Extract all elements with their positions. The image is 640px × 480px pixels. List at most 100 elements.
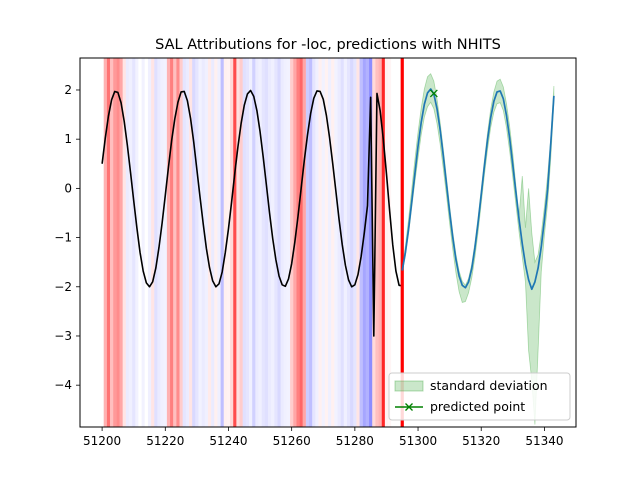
- attribution-band: [252, 58, 256, 427]
- legend-std-label: standard deviation: [430, 378, 548, 393]
- x-tick-label: 51220: [146, 434, 184, 448]
- attribution-band: [299, 58, 303, 427]
- attribution-band: [324, 58, 328, 427]
- line-layer: [101, 58, 555, 427]
- attribution-band: [334, 58, 338, 427]
- attribution-band: [384, 58, 389, 427]
- attribution-band: [147, 58, 152, 427]
- attribution-band: [258, 58, 262, 427]
- attribution-band: [309, 58, 313, 427]
- plot-frame: [79, 57, 577, 428]
- attribution-band: [245, 58, 250, 427]
- legend-point-marker: [405, 403, 413, 411]
- y-tick-label: −1: [54, 231, 72, 245]
- predicted-point-marker: [429, 89, 438, 98]
- attribution-band: [318, 58, 322, 427]
- attribution-band: [179, 58, 183, 427]
- y-tick-label: −3: [54, 329, 72, 343]
- attribution-band: [388, 58, 392, 427]
- attribution-band: [207, 58, 212, 427]
- axes-layer: 51200 51220 51240 51260 51280 51300 51320 51340…: [54, 57, 577, 448]
- attribution-band: [135, 58, 139, 427]
- y-tick-label: 2: [64, 83, 72, 97]
- attribution-band: [151, 58, 155, 427]
- attribution-band: [255, 58, 259, 427]
- x-tick-label: 51260: [273, 434, 311, 448]
- chart-title: SAL Attributions for -loc, predictions w…: [155, 37, 501, 53]
- y-tick-label: 1: [64, 132, 72, 146]
- x-tick-label: 51200: [83, 434, 121, 448]
- attribution-band: [305, 58, 310, 427]
- attribution-band: [312, 58, 316, 427]
- attribution-band: [249, 58, 253, 427]
- attribution-band: [233, 58, 237, 427]
- std-band-layer: [401, 73, 555, 425]
- attribution-band: [277, 58, 281, 427]
- attribution-band: [290, 58, 294, 427]
- attribution-band: [337, 58, 341, 427]
- attribution-band: [122, 58, 126, 427]
- y-tick-label: 0: [64, 181, 72, 195]
- predicted-mean-line: [401, 88, 555, 291]
- history-line: [101, 89, 403, 337]
- legend-marker-stroke: [405, 403, 413, 411]
- attribution-band: [343, 58, 347, 427]
- attribution-band: [328, 58, 332, 427]
- attribution-band: [372, 58, 376, 427]
- attribution-band: [188, 58, 193, 427]
- attribution-band: [154, 58, 158, 427]
- attribution-band: [350, 58, 354, 427]
- attribution-band: [226, 58, 231, 427]
- attribution-band: [230, 58, 234, 427]
- attribution-band: [274, 58, 278, 427]
- attribution-band: [201, 58, 205, 427]
- attribution-band: [261, 58, 265, 427]
- attribution-band: [264, 58, 268, 427]
- x-tick-label: 51300: [399, 434, 437, 448]
- legend-point-label: predicted point: [430, 399, 525, 414]
- attribution-band: [195, 58, 199, 427]
- attribution-bands: [103, 58, 392, 427]
- attribution-band: [353, 58, 357, 427]
- attribution-band: [239, 58, 243, 427]
- attribution-band: [242, 58, 246, 427]
- x-tick-label: 51240: [209, 434, 247, 448]
- attribution-band: [220, 58, 224, 427]
- attribution-band: [223, 58, 227, 427]
- attribution-band: [119, 58, 123, 427]
- attribution-band: [116, 58, 120, 427]
- attribution-band: [163, 58, 167, 427]
- attribution-band: [173, 58, 177, 427]
- attribution-band: [185, 58, 189, 427]
- attribution-band: [381, 58, 385, 427]
- attribution-band: [283, 58, 287, 427]
- attribution-band: [132, 58, 136, 427]
- attribution-band: [365, 58, 370, 427]
- attribution-band: [113, 58, 117, 427]
- attribution-band: [182, 58, 186, 427]
- attribution-band: [315, 58, 319, 427]
- y-tick-label: −4: [54, 378, 72, 392]
- x-tick-label: 51280: [336, 434, 374, 448]
- attribution-band: [141, 58, 145, 427]
- attribution-band: [236, 58, 240, 427]
- attribution-band: [378, 58, 382, 427]
- y-tick-label: −2: [54, 280, 72, 294]
- attribution-band: [160, 58, 164, 427]
- attribution-band: [356, 58, 360, 427]
- attribution-band: [331, 58, 335, 427]
- attribution-band: [267, 58, 272, 427]
- attribution-band: [192, 58, 196, 427]
- x-tick-label: 51340: [525, 434, 563, 448]
- attribution-band: [125, 58, 129, 427]
- legend-std-swatch: [394, 380, 424, 392]
- attribution-band: [170, 58, 174, 427]
- attribution-band: [321, 58, 325, 427]
- attribution-band: [296, 58, 300, 427]
- attribution-band: [346, 58, 351, 427]
- attribution-band: [369, 58, 373, 427]
- attribution-band: [375, 58, 379, 427]
- legend: standard deviation predicted point: [388, 372, 571, 421]
- attribution-band: [211, 58, 215, 427]
